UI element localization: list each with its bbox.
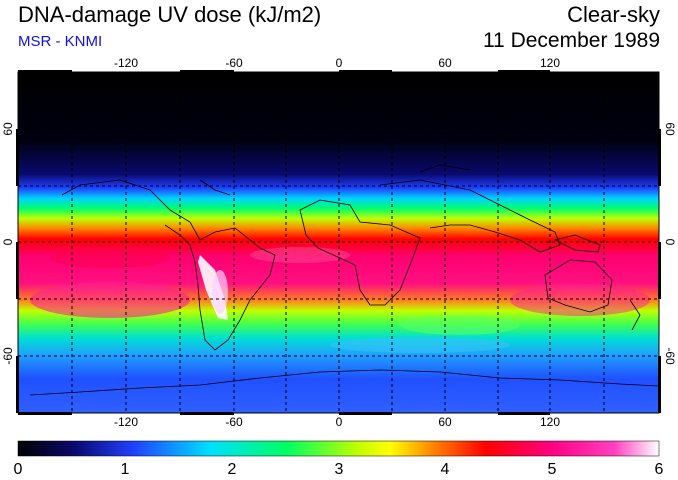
colorbar-label: 1: [121, 461, 130, 478]
lat-label-right: 60: [663, 122, 677, 136]
sky-condition: Clear-sky: [567, 2, 660, 27]
lon-label-bottom: -60: [225, 415, 243, 429]
colorbar: [17, 440, 660, 457]
map-border-ticks: [16, 70, 661, 415]
lon-label-top: 120: [540, 56, 560, 70]
lat-label-left: -60: [1, 347, 15, 365]
lon-label-top: -60: [225, 56, 243, 70]
map-date: 11 December 1989: [482, 29, 660, 52]
colorbar-label: 2: [228, 461, 237, 478]
graticule: [18, 72, 659, 413]
lat-label-right: 0: [663, 239, 677, 246]
lon-label-bottom: 120: [540, 415, 560, 429]
lat-label-left: 0: [1, 238, 15, 245]
lon-label-bottom: 60: [438, 415, 452, 429]
lon-label-bottom: -120: [114, 415, 138, 429]
source-label: MSR - KNMI: [18, 33, 103, 50]
lon-label-top: -120: [114, 56, 138, 70]
coastlines: [29, 164, 659, 396]
lon-label-top: 60: [438, 56, 452, 70]
lon-label-top: 0: [336, 56, 343, 70]
lat-label-left: 60: [1, 122, 15, 136]
colorbar-label: 0: [14, 461, 23, 478]
colorbar-label: 5: [548, 461, 557, 478]
lat-label-right: -60: [663, 347, 677, 365]
colorbar-label: 3: [335, 461, 344, 478]
map-title: DNA-damage UV dose (kJ/m2): [18, 2, 322, 27]
colorbar-label: 4: [441, 461, 450, 478]
colorbar-label: 6: [655, 461, 664, 478]
lon-label-bottom: 0: [336, 415, 343, 429]
